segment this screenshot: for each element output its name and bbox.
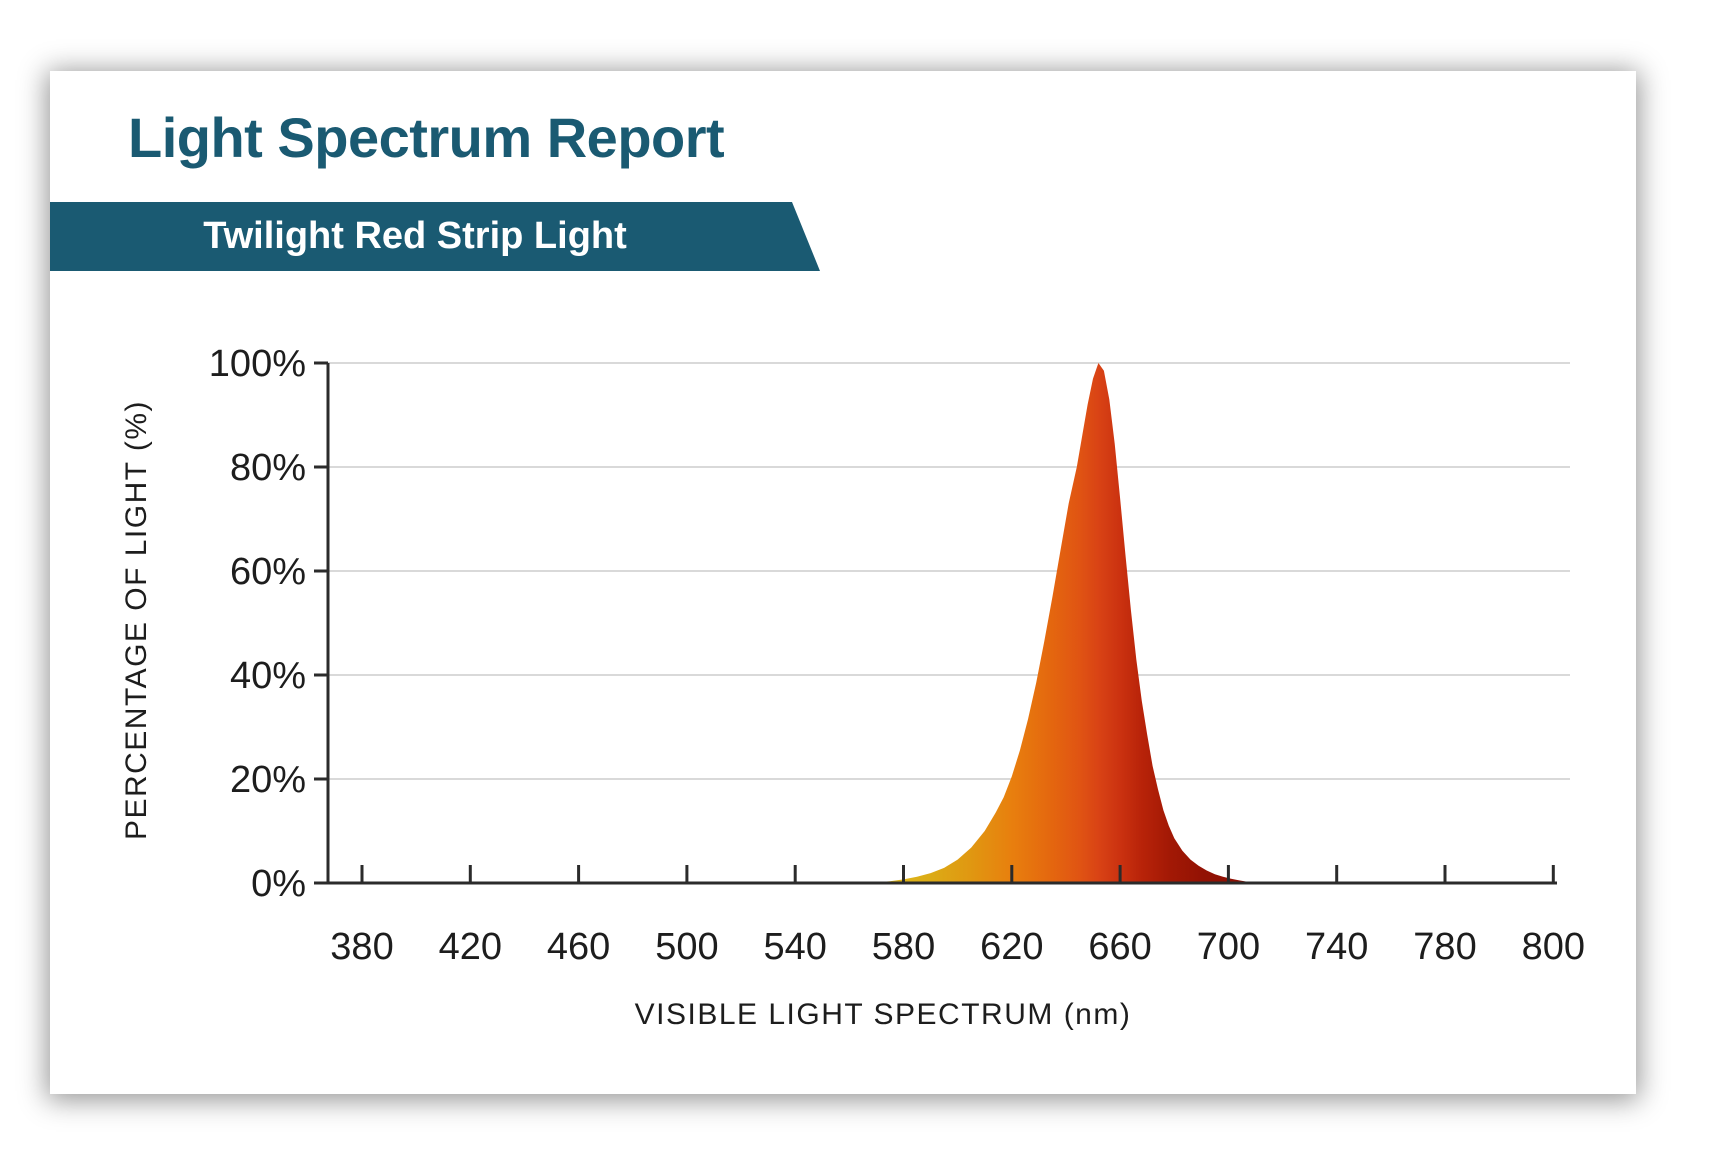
x-tick-label: 740 <box>1305 926 1368 968</box>
x-tick-label: 580 <box>872 926 935 968</box>
report-card: Light Spectrum Report Twilight Red Strip… <box>50 71 1636 1094</box>
x-axis-title: VISIBLE LIGHT SPECTRUM (nm) <box>634 998 1132 1031</box>
x-tick-label: 500 <box>655 926 718 968</box>
tick-labels: 0% 20% 40% 60% 80% 100% 380 420 460 500 540 580 620 6… <box>209 343 1585 968</box>
y-tick-label: 0% <box>251 863 306 905</box>
product-banner-ribbon: Twilight Red Strip Light <box>50 202 820 271</box>
x-tick-label: 780 <box>1413 926 1476 968</box>
axes <box>314 361 1557 885</box>
spectrum-area-fill <box>862 363 1256 883</box>
x-tick-label: 420 <box>439 926 502 968</box>
y-tick-label: 80% <box>230 447 306 489</box>
x-tick-label: 460 <box>547 926 610 968</box>
x-tick-label: 620 <box>980 926 1043 968</box>
y-axis-title: PERCENTAGE OF LIGHT (%) <box>120 399 153 841</box>
spectrum-chart: 0% 20% 40% 60% 80% 100% 380 420 460 500 540 580 620 6… <box>209 343 1585 968</box>
y-tick-label: 60% <box>230 551 306 593</box>
y-tick-label: 40% <box>230 655 306 697</box>
y-tick-label: 100% <box>209 343 306 385</box>
product-banner-label: Twilight Red Strip Light <box>203 215 627 257</box>
y-tick-label: 20% <box>230 759 306 801</box>
x-tick-label: 540 <box>763 926 826 968</box>
x-tick-label: 380 <box>330 926 393 968</box>
report-title: Light Spectrum Report <box>128 106 725 169</box>
x-tick-label: 700 <box>1197 926 1260 968</box>
gridlines <box>328 362 1570 780</box>
x-tick-label: 660 <box>1088 926 1151 968</box>
x-tick-label: 800 <box>1522 926 1585 968</box>
